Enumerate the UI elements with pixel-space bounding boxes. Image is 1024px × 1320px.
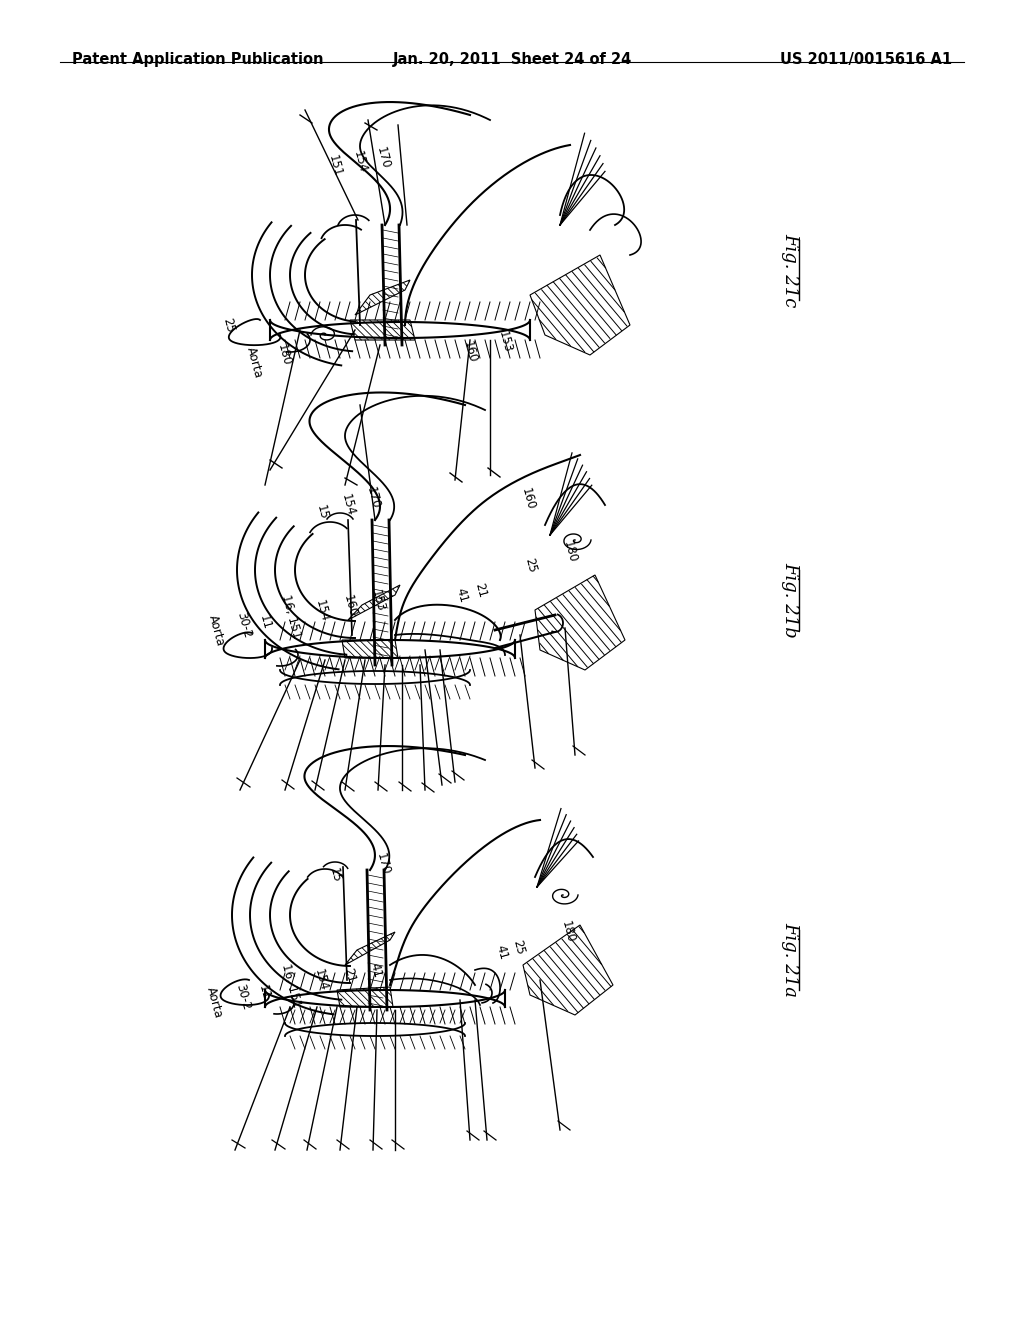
Text: 154: 154 (339, 492, 357, 517)
Text: 170: 170 (374, 851, 392, 876)
Text: 25: 25 (522, 556, 539, 574)
Text: 11: 11 (256, 983, 272, 1001)
Text: 180: 180 (559, 920, 578, 944)
Text: 16, 151: 16, 151 (279, 962, 303, 1010)
Text: 21: 21 (472, 581, 488, 599)
Text: 41: 41 (454, 586, 470, 605)
Text: US 2011/0015616 A1: US 2011/0015616 A1 (780, 51, 952, 67)
Text: Fig. 21a: Fig. 21a (781, 923, 799, 998)
Text: 154: 154 (312, 598, 331, 623)
Text: 41: 41 (368, 961, 384, 979)
Text: 16, 151: 16, 151 (279, 594, 303, 640)
Text: Jan. 20, 2011  Sheet 24 of 24: Jan. 20, 2011 Sheet 24 of 24 (392, 51, 632, 67)
Text: 151: 151 (326, 153, 344, 178)
Text: 160: 160 (461, 339, 479, 364)
Text: 15: 15 (327, 866, 343, 884)
Text: 154: 154 (351, 149, 370, 174)
Text: Fig. 21b: Fig. 21b (781, 562, 799, 638)
Text: 30-2: 30-2 (234, 610, 254, 640)
Text: Aorta: Aorta (204, 985, 224, 1019)
Text: 21: 21 (341, 966, 357, 983)
Text: 153: 153 (369, 589, 387, 614)
Text: Fig. 21c: Fig. 21c (781, 232, 799, 308)
Text: 180: 180 (274, 343, 293, 367)
Text: 153: 153 (496, 330, 514, 355)
Text: 170: 170 (364, 486, 382, 511)
Text: 160: 160 (519, 487, 538, 511)
Text: 25: 25 (220, 315, 237, 334)
Text: 25: 25 (510, 939, 526, 956)
Text: 170: 170 (374, 145, 392, 170)
Text: 11: 11 (257, 612, 273, 631)
Text: Aorta: Aorta (244, 345, 264, 379)
Text: 180: 180 (561, 540, 580, 565)
Text: 15: 15 (313, 503, 330, 521)
Text: 30-2: 30-2 (233, 982, 253, 1011)
Text: 41: 41 (494, 942, 510, 961)
Text: Patent Application Publication: Patent Application Publication (72, 51, 324, 67)
Text: 154: 154 (312, 968, 330, 993)
Text: Aorta: Aorta (206, 612, 226, 647)
Text: 160: 160 (341, 594, 359, 619)
